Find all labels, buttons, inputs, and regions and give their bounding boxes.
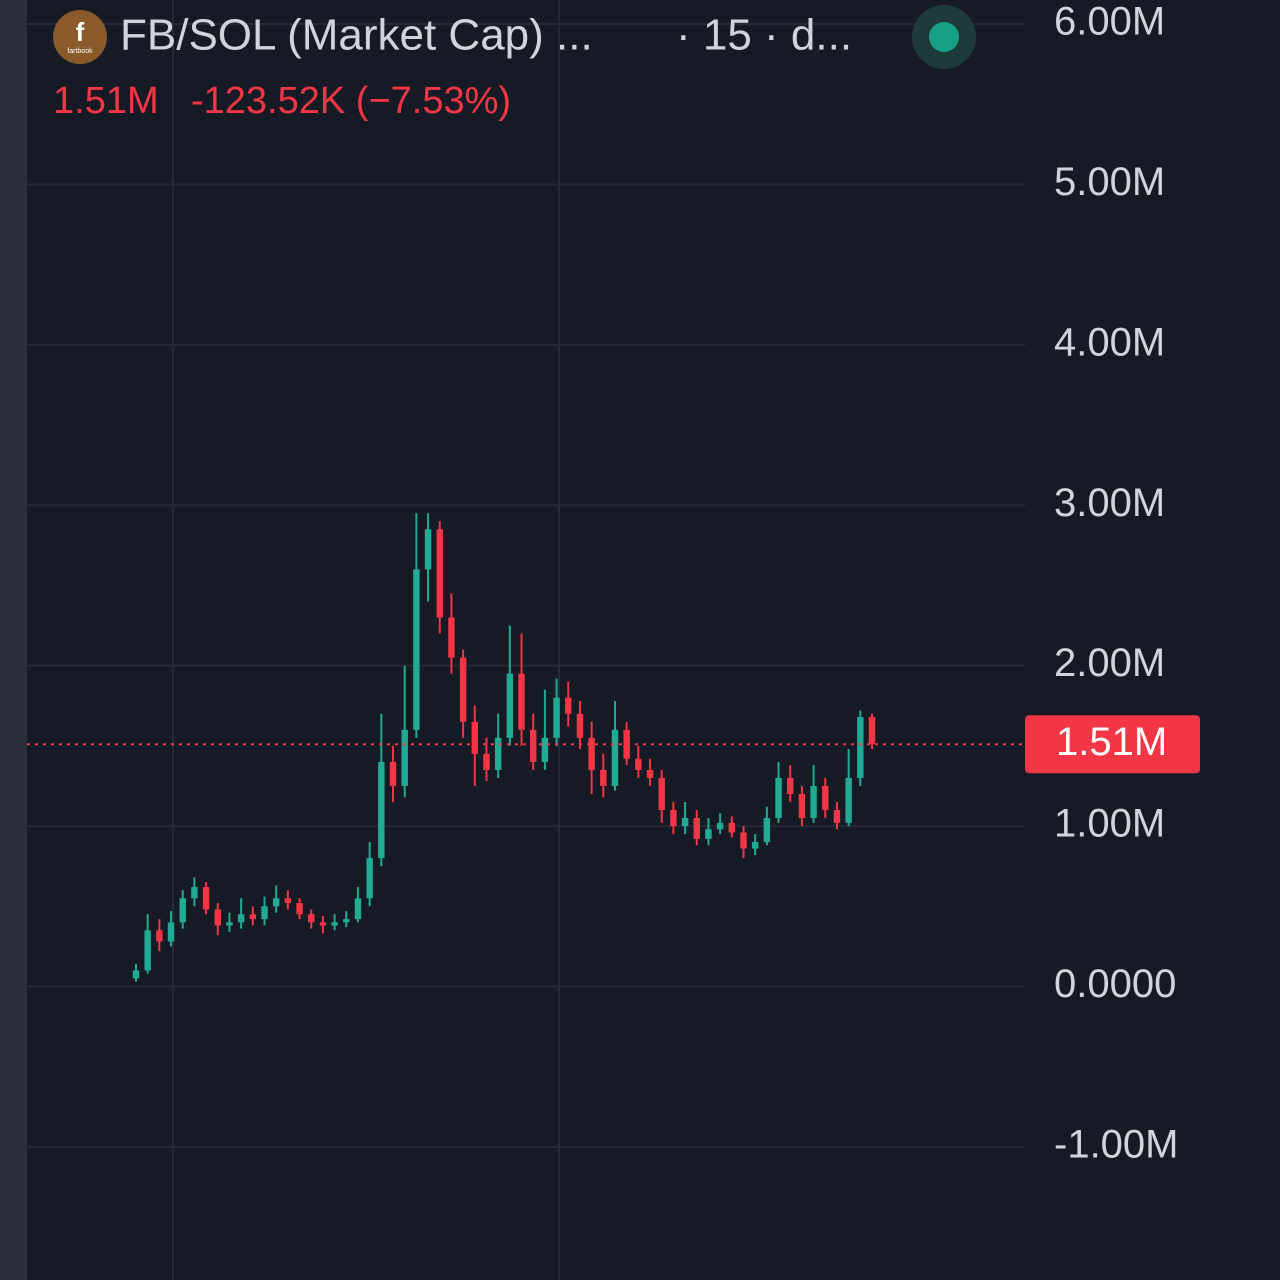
candle-body: [471, 721, 479, 754]
candle-body: [763, 818, 771, 843]
candle-body: [576, 713, 584, 738]
candle-body: [506, 673, 514, 738]
candle-body: [413, 569, 420, 730]
candle-body: [845, 777, 852, 823]
candle-body: [822, 785, 829, 811]
candle-body: [226, 922, 233, 926]
interval: · 15 · d...: [676, 11, 852, 60]
left-edge: [0, 0, 27, 1280]
y-tick-label: 5.00M: [1054, 160, 1165, 204]
candle-body: [705, 829, 712, 839]
candle-body: [296, 903, 303, 915]
candle-body: [646, 769, 654, 778]
candle-body: [518, 673, 525, 730]
candle-body: [331, 922, 338, 926]
candle-body: [284, 898, 292, 904]
y-tick-label: 1.00M: [1054, 802, 1165, 846]
candle-body: [389, 761, 397, 786]
candle-body: [308, 914, 315, 923]
candle-body: [214, 909, 221, 926]
candle-body: [868, 716, 876, 745]
candle-body: [693, 818, 700, 839]
candle-body: [716, 822, 724, 830]
y-tick-label: 0.0000: [1054, 962, 1176, 1006]
logo: [53, 10, 107, 64]
candle-body: [132, 970, 140, 979]
candle-body: [249, 914, 257, 920]
candle-body: [424, 529, 432, 570]
candle-body: [378, 761, 385, 859]
candle-body: [272, 898, 280, 907]
candle-body: [681, 818, 689, 827]
candle-body: [354, 898, 362, 920]
candle-body: [401, 729, 408, 786]
candle-body: [565, 697, 572, 714]
candle-body: [541, 737, 549, 762]
last-price-label: 1.51M: [1056, 720, 1167, 764]
candle-body: [623, 729, 630, 759]
candle-body: [179, 898, 186, 923]
candle-body: [670, 810, 677, 827]
candle-body: [237, 914, 245, 923]
candle-body: [366, 858, 373, 899]
candle-body: [494, 737, 502, 770]
candle-body: [144, 930, 151, 971]
candle-body: [459, 657, 467, 722]
candle-body: [156, 930, 163, 942]
candle-body: [191, 887, 198, 899]
status-dot: [929, 22, 959, 52]
candle-body: [635, 758, 642, 770]
y-tick-label: 2.00M: [1054, 641, 1165, 685]
candle-body: [343, 919, 350, 923]
chart-title: FB/SOL (Market Cap) ...: [120, 11, 593, 60]
last-price-box: [1025, 715, 1200, 774]
candle-body: [600, 769, 607, 786]
candle-body: [611, 729, 619, 786]
candle-body: [798, 793, 806, 819]
candle-body: [553, 697, 560, 738]
y-tick-label: 4.00M: [1054, 320, 1165, 364]
candle-body: [833, 810, 841, 823]
y-tick-label: -1.00M: [1054, 1122, 1179, 1166]
candle-body: [261, 906, 268, 920]
candle-body: [658, 777, 665, 811]
candle-body: [319, 922, 327, 926]
price: 1.51M: [53, 80, 159, 122]
y-tick-label: 3.00M: [1054, 481, 1165, 525]
logo-caption: fartbook: [67, 48, 93, 55]
candle-body: [787, 777, 794, 794]
candle-body: [751, 842, 759, 849]
candle-body: [588, 737, 595, 770]
logo-letter: f: [76, 17, 85, 47]
candle-body: [775, 777, 782, 819]
candle-body: [728, 822, 736, 833]
candle-body: [167, 922, 175, 942]
candle-body: [448, 617, 455, 658]
candle-body: [529, 729, 537, 762]
candle-body: [810, 785, 817, 819]
candle-body: [483, 753, 490, 770]
y-tick-label: 6.00M: [1054, 0, 1165, 44]
candle-body: [857, 716, 864, 778]
candle-body: [740, 832, 747, 849]
candle-body: [436, 529, 443, 618]
change: -123.52K (−7.53%): [191, 80, 511, 122]
candle-body: [202, 887, 210, 910]
